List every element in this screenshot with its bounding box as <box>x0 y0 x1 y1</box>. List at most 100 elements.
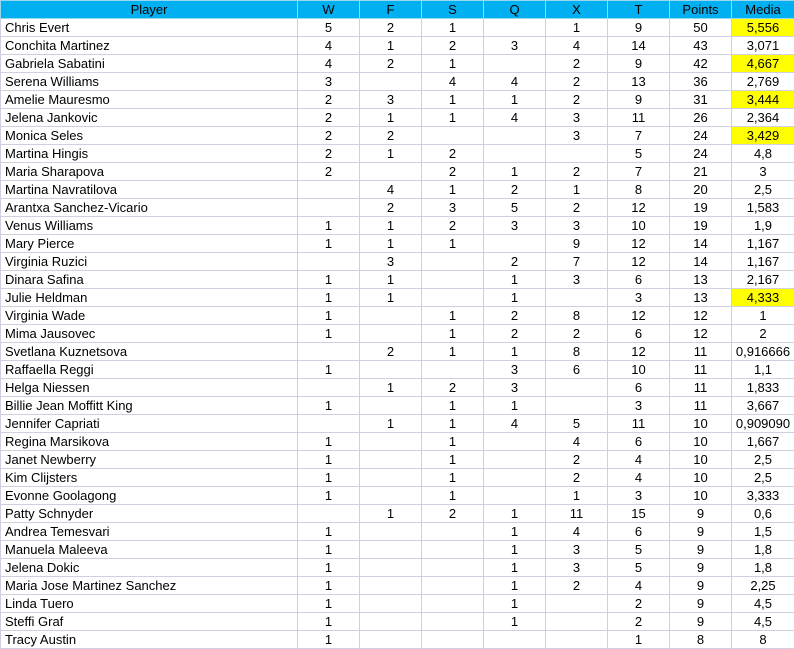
cell-t[interactable]: 9 <box>607 54 670 73</box>
cell-t[interactable]: 6 <box>607 378 670 397</box>
cell-player[interactable]: Mima Jausovec <box>0 324 298 343</box>
cell-x[interactable]: 3 <box>545 108 608 127</box>
cell-t[interactable]: 9 <box>607 90 670 109</box>
cell-s[interactable]: 1 <box>421 414 484 433</box>
cell-player[interactable]: Serena Williams <box>0 72 298 91</box>
cell-f[interactable]: 2 <box>359 198 422 217</box>
cell-w[interactable] <box>297 180 360 199</box>
cell-points[interactable]: 14 <box>669 252 732 271</box>
cell-q[interactable]: 4 <box>483 72 546 91</box>
cell-q[interactable] <box>483 126 546 145</box>
cell-points[interactable]: 21 <box>669 162 732 181</box>
cell-s[interactable]: 2 <box>421 144 484 163</box>
cell-x[interactable] <box>545 630 608 649</box>
cell-player[interactable]: Julie Heldman <box>0 288 298 307</box>
cell-media[interactable]: 2,5 <box>731 450 794 469</box>
cell-t[interactable]: 4 <box>607 576 670 595</box>
cell-media[interactable]: 4,5 <box>731 594 794 613</box>
cell-player[interactable]: Linda Tuero <box>0 594 298 613</box>
cell-media[interactable]: 2,769 <box>731 72 794 91</box>
cell-points[interactable]: 11 <box>669 360 732 379</box>
cell-s[interactable]: 1 <box>421 342 484 361</box>
cell-s[interactable]: 1 <box>421 18 484 37</box>
cell-x[interactable] <box>545 378 608 397</box>
cell-x[interactable]: 5 <box>545 414 608 433</box>
cell-s[interactable] <box>421 252 484 271</box>
cell-player[interactable]: Maria Sharapova <box>0 162 298 181</box>
cell-t[interactable]: 5 <box>607 540 670 559</box>
cell-player[interactable]: Jelena Dokic <box>0 558 298 577</box>
cell-points[interactable]: 43 <box>669 36 732 55</box>
column-header-s[interactable]: S <box>421 0 484 19</box>
cell-t[interactable]: 13 <box>607 72 670 91</box>
cell-x[interactable]: 7 <box>545 252 608 271</box>
cell-points[interactable]: 10 <box>669 414 732 433</box>
cell-q[interactable]: 1 <box>483 576 546 595</box>
cell-player[interactable]: Venus Williams <box>0 216 298 235</box>
cell-f[interactable] <box>359 486 422 505</box>
cell-points[interactable]: 8 <box>669 630 732 649</box>
cell-f[interactable] <box>359 612 422 631</box>
cell-w[interactable]: 2 <box>297 144 360 163</box>
cell-player[interactable]: Andrea Temesvari <box>0 522 298 541</box>
cell-points[interactable]: 24 <box>669 126 732 145</box>
cell-media[interactable]: 3,429 <box>731 126 794 145</box>
cell-x[interactable]: 1 <box>545 18 608 37</box>
cell-f[interactable] <box>359 306 422 325</box>
cell-t[interactable]: 14 <box>607 36 670 55</box>
cell-t[interactable]: 7 <box>607 162 670 181</box>
cell-q[interactable] <box>483 18 546 37</box>
cell-w[interactable]: 4 <box>297 54 360 73</box>
cell-x[interactable]: 3 <box>545 216 608 235</box>
cell-s[interactable] <box>421 558 484 577</box>
cell-w[interactable]: 1 <box>297 594 360 613</box>
cell-points[interactable]: 9 <box>669 522 732 541</box>
cell-media[interactable]: 4,667 <box>731 54 794 73</box>
cell-s[interactable] <box>421 576 484 595</box>
cell-x[interactable]: 1 <box>545 486 608 505</box>
cell-s[interactable]: 1 <box>421 90 484 109</box>
cell-x[interactable] <box>545 288 608 307</box>
cell-f[interactable] <box>359 450 422 469</box>
cell-q[interactable] <box>483 450 546 469</box>
cell-player[interactable]: Janet Newberry <box>0 450 298 469</box>
column-header-t[interactable]: T <box>607 0 670 19</box>
cell-t[interactable]: 1 <box>607 630 670 649</box>
cell-player[interactable]: Conchita Martinez <box>0 36 298 55</box>
cell-w[interactable]: 2 <box>297 162 360 181</box>
cell-player[interactable]: Manuela Maleeva <box>0 540 298 559</box>
cell-points[interactable]: 11 <box>669 342 732 361</box>
cell-w[interactable]: 2 <box>297 126 360 145</box>
cell-q[interactable] <box>483 432 546 451</box>
cell-player[interactable]: Svetlana Kuznetsova <box>0 342 298 361</box>
cell-points[interactable]: 19 <box>669 216 732 235</box>
cell-f[interactable]: 1 <box>359 414 422 433</box>
cell-s[interactable] <box>421 126 484 145</box>
cell-s[interactable] <box>421 288 484 307</box>
cell-w[interactable]: 1 <box>297 360 360 379</box>
cell-f[interactable] <box>359 162 422 181</box>
cell-media[interactable]: 2,5 <box>731 180 794 199</box>
cell-f[interactable]: 2 <box>359 342 422 361</box>
cell-x[interactable]: 2 <box>545 468 608 487</box>
cell-t[interactable]: 4 <box>607 450 670 469</box>
cell-points[interactable]: 9 <box>669 594 732 613</box>
cell-q[interactable]: 3 <box>483 216 546 235</box>
cell-media[interactable]: 1,9 <box>731 216 794 235</box>
cell-t[interactable]: 12 <box>607 234 670 253</box>
cell-player[interactable]: Billie Jean Moffitt King <box>0 396 298 415</box>
cell-media[interactable]: 5,556 <box>731 18 794 37</box>
cell-x[interactable]: 2 <box>545 324 608 343</box>
cell-f[interactable] <box>359 630 422 649</box>
cell-q[interactable]: 2 <box>483 324 546 343</box>
cell-t[interactable]: 7 <box>607 126 670 145</box>
cell-t[interactable]: 8 <box>607 180 670 199</box>
cell-player[interactable]: Evonne Goolagong <box>0 486 298 505</box>
cell-q[interactable]: 4 <box>483 414 546 433</box>
cell-q[interactable]: 2 <box>483 306 546 325</box>
cell-media[interactable]: 1,167 <box>731 234 794 253</box>
cell-f[interactable]: 1 <box>359 288 422 307</box>
cell-player[interactable]: Raffaella Reggi <box>0 360 298 379</box>
cell-f[interactable] <box>359 558 422 577</box>
cell-f[interactable] <box>359 576 422 595</box>
